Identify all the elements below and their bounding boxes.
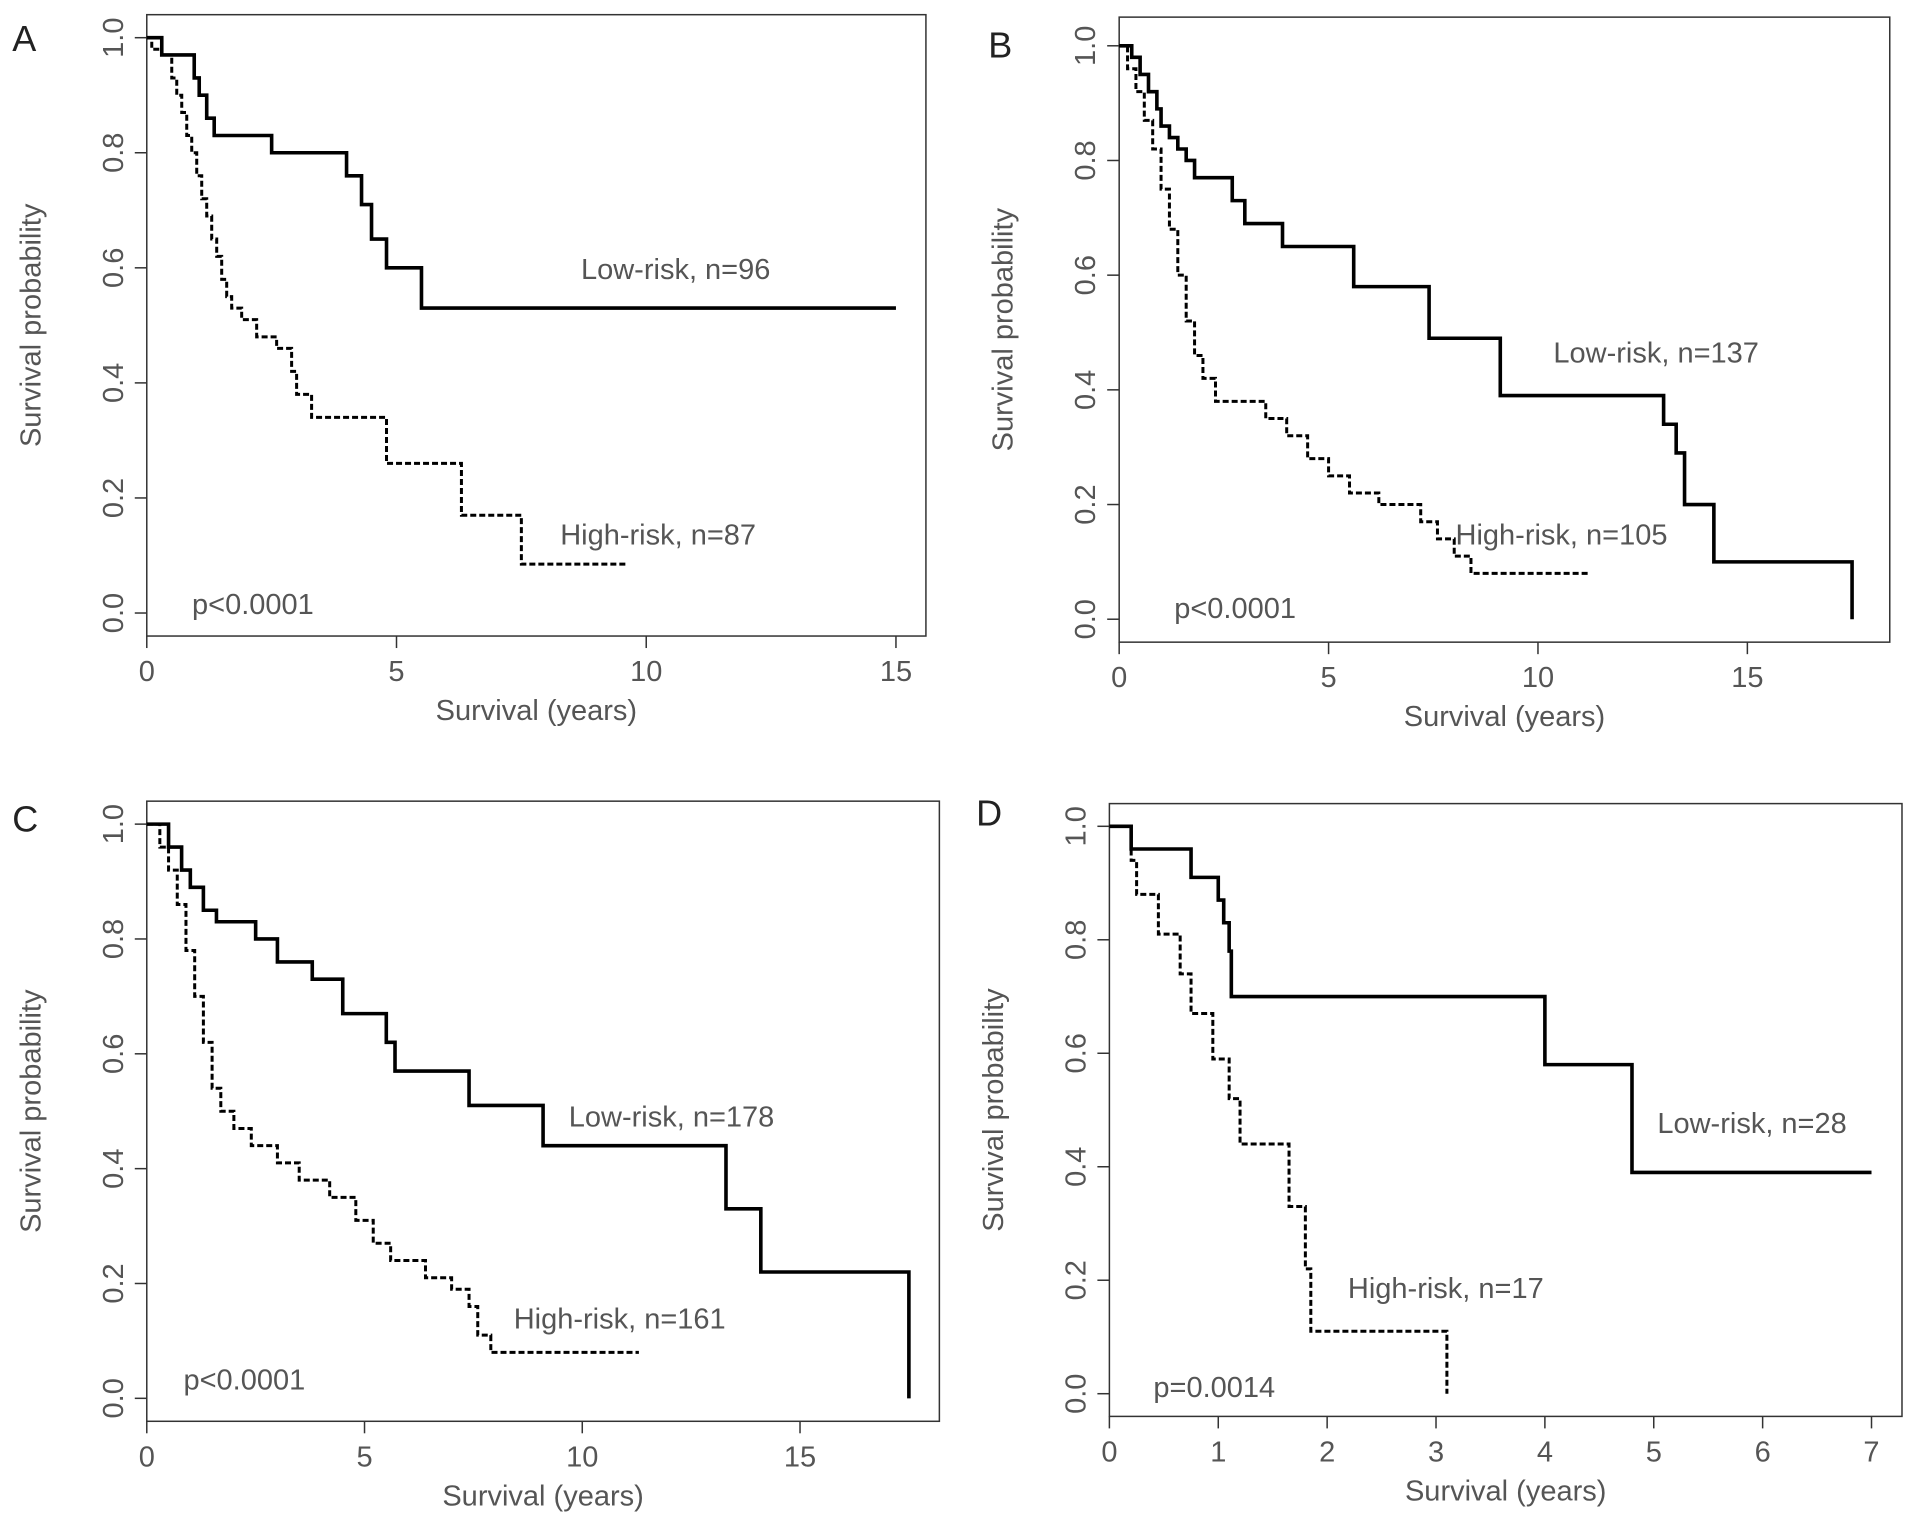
survival-curve (1109, 824, 1449, 1394)
x-tick-label: 10 (1522, 662, 1554, 694)
plot-frame (1108, 802, 1903, 1418)
series-label: High-risk, n=87 (560, 520, 756, 552)
x-tick-label: 10 (566, 1441, 598, 1473)
plot-frame (1118, 16, 1891, 643)
y-tick-label: 0.6 (98, 248, 130, 288)
y-tick-label: 0.8 (1070, 140, 1102, 180)
x-tick-label: 0 (1101, 1436, 1117, 1468)
y-tick-label: 1.0 (98, 18, 130, 58)
x-axis-label: Survival (years) (436, 695, 637, 727)
x-tick-label: 10 (630, 656, 662, 688)
p-value: p<0.0001 (1174, 593, 1296, 625)
y-tick-label: 0.0 (1070, 599, 1102, 639)
x-tick-label: 2 (1319, 1436, 1335, 1468)
series-label: Low-risk, n=178 (569, 1102, 775, 1134)
x-axis-label: Survival (years) (1404, 701, 1605, 733)
panel-label: A (12, 18, 36, 59)
y-tick-label: 0.8 (98, 919, 130, 959)
x-tick-label: 15 (880, 656, 912, 688)
y-tick-label: 0.0 (1060, 1374, 1092, 1414)
panel-label: C (12, 799, 38, 840)
x-tick-label: 15 (1731, 662, 1763, 694)
x-tick-label: 15 (784, 1441, 816, 1473)
survival-curve (1119, 43, 1854, 620)
series-label: Low-risk, n=28 (1657, 1108, 1846, 1140)
p-value: p=0.0014 (1153, 1372, 1275, 1404)
y-tick-label: 1.0 (1060, 806, 1092, 846)
series-label: High-risk, n=105 (1456, 520, 1668, 552)
x-tick-label: 4 (1537, 1436, 1553, 1468)
panel-label: B (988, 24, 1012, 65)
y-tick-label: 0.6 (1060, 1033, 1092, 1073)
y-axis-label: Survival probability (15, 989, 47, 1233)
x-tick-label: 5 (356, 1441, 372, 1473)
x-tick-label: 5 (1321, 662, 1337, 694)
y-tick-label: 0.2 (1070, 484, 1102, 524)
y-tick-label: 0.6 (1070, 255, 1102, 295)
y-tick-label: 0.4 (98, 1148, 130, 1188)
y-tick-label: 0.2 (1060, 1260, 1092, 1300)
x-tick-label: 0 (139, 1441, 155, 1473)
x-axis-label: Survival (years) (442, 1480, 643, 1512)
x-tick-label: 7 (1863, 1436, 1879, 1468)
plot-frame (146, 800, 941, 1423)
y-tick-label: 0.8 (1060, 920, 1092, 960)
survival-curve (1119, 44, 1589, 575)
y-axis-label: Survival probability (978, 988, 1010, 1232)
x-axis-label: Survival (years) (1405, 1475, 1606, 1507)
y-axis-label: Survival probability (15, 203, 47, 447)
y-tick-label: 0.8 (98, 133, 130, 173)
x-tick-label: 3 (1428, 1436, 1444, 1468)
x-tick-label: 5 (388, 656, 404, 688)
y-tick-label: 0.0 (98, 1378, 130, 1418)
series-label: Low-risk, n=96 (581, 254, 770, 286)
series-label: Low-risk, n=137 (1553, 337, 1759, 369)
y-tick-label: 0.2 (98, 478, 130, 518)
survival-curve (146, 822, 639, 1354)
survival-curve (1109, 824, 1872, 1175)
x-tick-label: 1 (1210, 1436, 1226, 1468)
x-tick-label: 6 (1755, 1436, 1771, 1468)
x-tick-label: 5 (1646, 1436, 1662, 1468)
y-tick-label: 0.4 (98, 363, 130, 403)
y-tick-label: 0.2 (98, 1263, 130, 1303)
p-value: p<0.0001 (192, 589, 314, 621)
y-tick-label: 0.0 (98, 593, 130, 633)
y-tick-label: 1.0 (1070, 26, 1102, 66)
survival-curve (146, 822, 911, 1399)
series-label: High-risk, n=161 (514, 1304, 726, 1336)
survival-curve (146, 35, 896, 310)
y-tick-label: 1.0 (98, 804, 130, 844)
y-tick-label: 0.6 (98, 1034, 130, 1074)
series-label: High-risk, n=17 (1348, 1273, 1544, 1305)
x-tick-label: 0 (1111, 662, 1127, 694)
plot-frame (146, 13, 927, 637)
panel-label: D (976, 792, 1002, 833)
survival-curve (146, 36, 627, 566)
y-tick-label: 0.4 (1060, 1147, 1092, 1187)
y-tick-label: 0.4 (1070, 370, 1102, 410)
x-tick-label: 0 (139, 656, 155, 688)
p-value: p<0.0001 (183, 1365, 305, 1397)
y-axis-label: Survival probability (988, 207, 1020, 451)
